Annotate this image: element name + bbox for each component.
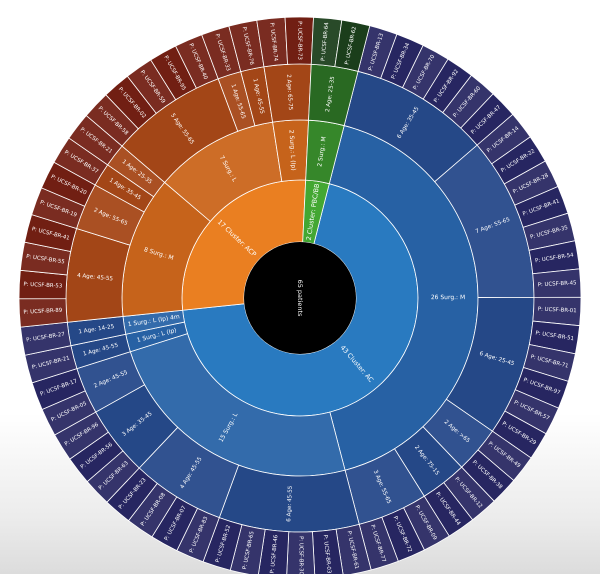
sunburst-label-1-age-14-25: 1 Age: 14-25 <box>78 324 115 336</box>
patient-label: P: UCSF-BR-27 <box>26 332 65 344</box>
center-label: 65 patients <box>296 280 304 317</box>
patient-label: P: UCSF-BR-30 <box>298 536 304 574</box>
patient-label: P: UCSF-BR-54 <box>535 252 575 264</box>
center-circle <box>244 242 356 354</box>
sunburst-label-2-surg-m: 2 Surg.: M <box>316 136 327 167</box>
patient-arc[interactable] <box>334 19 371 72</box>
patient-label: P: UCSF-BR-03 <box>322 535 332 574</box>
sunburst-label-26-surg-m: 26 Surg.: M <box>431 294 465 301</box>
patient-label: P: UCSF-BR-46 <box>270 534 280 574</box>
patient-label: P: UCSF-BR-64 <box>321 22 331 62</box>
patient-label: P: UCSF-BR-01 <box>538 306 577 314</box>
patient-label: P: UCSF-BR-53 <box>23 282 62 290</box>
patient-label: P: UCSF-BR-89 <box>23 308 63 316</box>
sunburst-arcs <box>18 16 582 578</box>
patient-label: P: UCSF-BR-45 <box>538 280 577 288</box>
sunburst-label-6-age-45-55: 6 Age: 45-55 <box>286 485 294 522</box>
sunburst-label-2-age-25-35: 2 Age: 25-35 <box>325 76 336 113</box>
patient-label: P: UCSF-BR-51 <box>535 330 574 342</box>
patient-label: P: UCSF-BR-74 <box>268 22 278 62</box>
patient-label: P: UCSF-BR-73 <box>296 21 302 60</box>
sunburst-label-2-age-65-75: 2 Age: 65-75 <box>285 74 293 111</box>
sunburst-label-4-age-45-55: 4 Age: 45-55 <box>77 273 114 283</box>
patient-label: P: UCSF-BR-55 <box>26 254 65 266</box>
sunburst-label-2-surg-l-ip: 2 Surg.: L (Ip) <box>288 130 297 171</box>
